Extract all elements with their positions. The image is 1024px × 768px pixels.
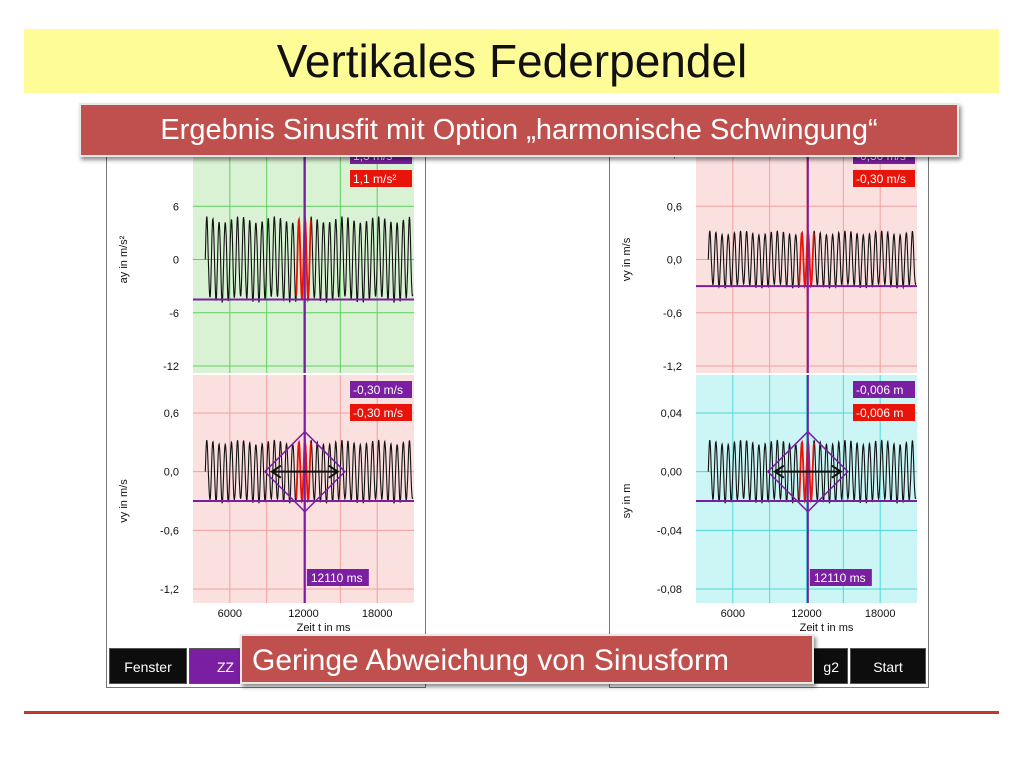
- readout-badge: [350, 170, 412, 187]
- x-readout-badge: [809, 569, 872, 586]
- footer-line: [24, 711, 999, 714]
- x-axis-label: Zeit t in ms: [800, 622, 854, 634]
- y-axis-label: vy in m/s: [118, 479, 130, 523]
- x-tick-label: 18000: [865, 608, 896, 620]
- fit-line: [295, 438, 312, 504]
- y-tick-label: -1,2: [160, 584, 179, 596]
- cursor-diamond: [263, 430, 346, 513]
- chart-1: 0,6 0,0 -0,6 -1,2 vy in m/s -0,30 m/s -0,30 m/…: [118, 375, 414, 634]
- x-readout-badge: [306, 569, 369, 586]
- right-app-panel: 1,20,60,0-0,6-1,2vy in m/s-0,30 m/s-0,30…: [609, 140, 929, 688]
- readout-badge: [853, 404, 915, 421]
- drag-arrow-left-head: [773, 464, 785, 479]
- y-axis-label: ay in m/s²: [118, 235, 130, 283]
- y-tick-label: -0,04: [657, 525, 682, 537]
- x-tick-label: 6000: [218, 608, 242, 620]
- subtitle-callout: Ergebnis Sinusfit mit Option „harmonisch…: [79, 103, 959, 157]
- fenster-button[interactable]: Fenster: [109, 648, 187, 684]
- fit-line: [798, 229, 815, 290]
- note-callout: Geringe Abweichung von Sinusform: [240, 634, 814, 684]
- right-charts: 1,20,60,0-0,6-1,2vy in m/s-0,30 m/s-0,30…: [621, 141, 917, 634]
- y-tick-label: 0: [173, 255, 179, 267]
- slide-title: Vertikales Federpendel: [276, 35, 748, 87]
- y-tick-label: 0,6: [164, 408, 179, 420]
- x-tick-label: 18000: [362, 608, 393, 620]
- readout-badge: [350, 381, 412, 398]
- y-tick-label: -0,6: [160, 525, 179, 537]
- y-axis-label: vy in m/s: [621, 237, 633, 281]
- drag-arrow-left-head: [270, 464, 282, 479]
- y-tick-label: -6: [169, 308, 179, 320]
- x-tick-label: 12000: [791, 608, 822, 620]
- readout-text: -0,30 m/s: [353, 383, 403, 397]
- y-tick-label: -12: [163, 361, 179, 373]
- readout-text: 1,1 m/s²: [353, 172, 396, 186]
- y-axis-label: sy in m: [621, 484, 633, 519]
- y-tick-label: -0,08: [657, 584, 682, 596]
- title-band: [24, 29, 999, 93]
- y-tick-label: 6: [173, 201, 179, 213]
- y-tick-label: 0,6: [667, 201, 682, 213]
- cursor-diamond: [766, 430, 849, 513]
- start-button[interactable]: Start: [850, 648, 926, 684]
- y-tick-label: 0,00: [661, 467, 682, 479]
- drag-arrow-right-head: [328, 464, 340, 479]
- readout-badge: [853, 170, 915, 187]
- chart-2: 1,20,60,0-0,6-1,2vy in m/s-0,30 m/s-0,30…: [621, 141, 917, 373]
- drag-arrow-right-head: [831, 464, 843, 479]
- fit-line: [295, 216, 312, 303]
- x-readout-text: 12110 ms: [814, 571, 866, 585]
- readout-text: -0,30 m/s: [856, 172, 906, 186]
- chart-3: 0,04 0,00 -0,04 -0,08 sy in m -0,006 m -0,006 …: [621, 375, 917, 634]
- y-tick-label: 0,0: [164, 467, 179, 479]
- x-tick-label: 12000: [288, 608, 319, 620]
- y-tick-label: 0,04: [661, 408, 682, 420]
- readout-badge: [853, 381, 915, 398]
- y-tick-label: -1,2: [663, 361, 682, 373]
- x-axis-label: Zeit t in ms: [297, 622, 351, 634]
- x-tick-label: 6000: [721, 608, 745, 620]
- y-tick-label: 0,0: [667, 255, 682, 267]
- y-tick-label: -0,6: [663, 308, 682, 320]
- readout-badge: [350, 404, 412, 421]
- x-readout-text: 12110 ms: [311, 571, 363, 585]
- readout-text: -0,30 m/s: [353, 406, 403, 420]
- fit-line: [798, 438, 815, 504]
- readout-text: -0,006 m: [856, 406, 903, 420]
- readout-text: -0,006 m: [856, 383, 903, 397]
